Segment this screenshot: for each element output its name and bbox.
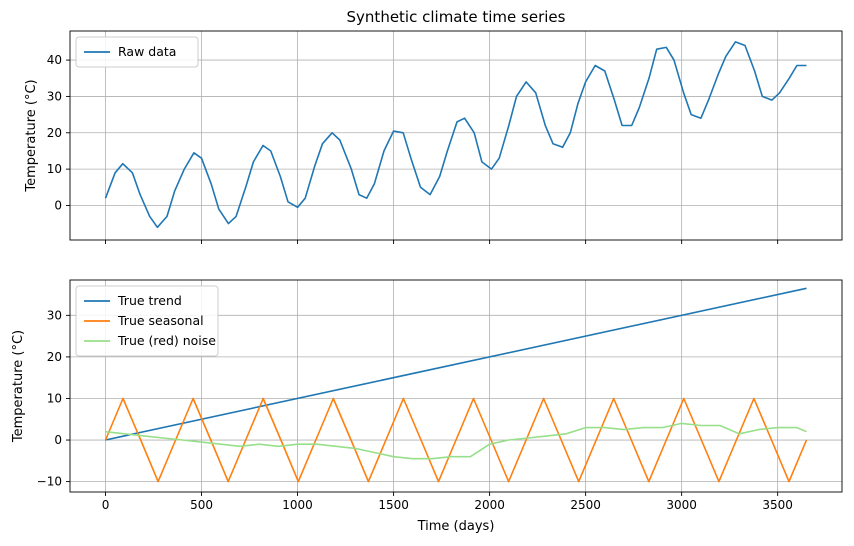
y-tick-label: 10 [47, 391, 62, 405]
y-tick-label: 30 [47, 308, 62, 322]
legend-label: True trend [117, 293, 182, 308]
y-axis-label: Temperature (°C) [11, 330, 26, 443]
y-tick-label: 30 [47, 89, 62, 103]
y-tick-label: −10 [37, 475, 62, 489]
x-tick-label: 0 [102, 498, 110, 512]
series-line-11 [104, 397, 808, 483]
bottom-axes: 0 500 1000 1500 2000 2500 3000 3500 −10 0 10 20 30 Te… [11, 279, 843, 534]
y-tick-label: 40 [47, 53, 62, 67]
y-tick-label: 10 [47, 162, 62, 176]
x-tick-label: 3000 [666, 498, 697, 512]
legend-box [75, 285, 219, 357]
x-tick-label: 1500 [378, 498, 409, 512]
x-tick-label: 500 [190, 498, 213, 512]
legend-label: True (red) noise [117, 333, 216, 348]
axes-frame [69, 30, 843, 241]
x-axis-label: Time (days) [417, 519, 495, 534]
series-line-10 [105, 287, 807, 441]
x-tick-label: 2500 [570, 498, 601, 512]
x-tick-label: 1000 [282, 498, 313, 512]
series-line-12 [105, 422, 807, 460]
axes-frame [69, 279, 843, 493]
legend-label: True seasonal [117, 313, 204, 328]
legend-label: Raw data [118, 44, 176, 59]
y-tick-label: 20 [47, 126, 62, 140]
y-tick-label: 0 [54, 433, 62, 447]
legend-box [75, 36, 199, 68]
chart-title: Synthetic climate time series [347, 8, 566, 26]
y-tick-label: 20 [47, 350, 62, 364]
y-axis-label: Temperature (°C) [24, 79, 39, 192]
x-tick-label: 2000 [474, 498, 505, 512]
x-tick-label: 3500 [762, 498, 793, 512]
top-axes: 0 10 20 30 40 Temperature (°C) Raw data [24, 30, 843, 244]
y-tick-label: 0 [54, 198, 62, 212]
series-line-0 [104, 41, 807, 229]
